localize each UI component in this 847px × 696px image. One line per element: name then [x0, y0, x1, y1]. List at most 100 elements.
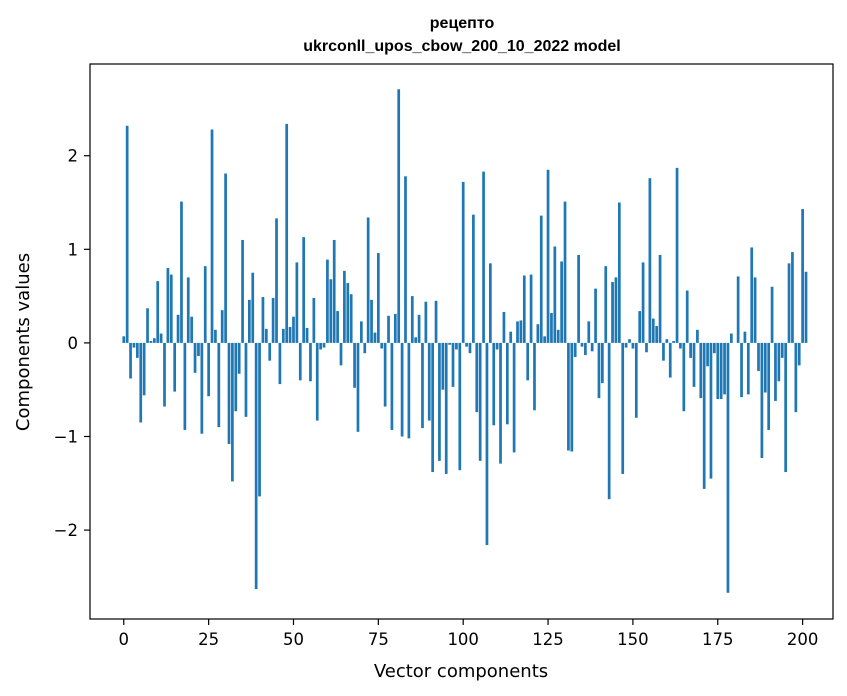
bar-component-100	[461, 181, 465, 343]
bar-component-127	[553, 246, 557, 343]
bar-component-145	[614, 277, 618, 343]
bar-component-30	[224, 173, 227, 343]
bar-component-195	[784, 342, 788, 473]
bar-component-85	[410, 296, 414, 343]
bar-component-4	[135, 342, 139, 358]
bar-component-56	[312, 297, 316, 343]
bar-component-142	[604, 266, 608, 343]
bar-component-182	[740, 342, 743, 398]
bar-component-186	[753, 277, 757, 343]
bar-component-172	[706, 342, 709, 367]
bar-component-132	[570, 342, 574, 452]
bar-component-71	[363, 342, 367, 354]
x-tick-label: 25	[198, 630, 219, 649]
bar-component-162	[672, 341, 675, 343]
bar-component-16	[176, 314, 180, 343]
bar-component-68	[353, 342, 356, 388]
bar-component-87	[417, 314, 421, 343]
bar-component-2	[129, 342, 132, 379]
bar-component-79	[390, 342, 394, 430]
bar-component-83	[404, 176, 407, 343]
bar-component-103	[472, 214, 475, 343]
bar-component-176	[719, 342, 723, 400]
bar-component-1	[125, 125, 129, 343]
y-axis-label: Components values	[13, 253, 34, 431]
bar-component-39	[254, 342, 258, 590]
bar-component-35	[241, 239, 244, 343]
bar-component-138	[590, 342, 594, 352]
bar-component-75	[376, 253, 380, 343]
bar-component-184	[746, 342, 750, 395]
bar-component-19	[186, 277, 190, 343]
bar-component-90	[427, 342, 431, 421]
bar-component-36	[244, 342, 248, 417]
bar-component-28	[217, 342, 221, 428]
bar-component-80	[393, 313, 397, 343]
bar-component-193	[777, 342, 781, 382]
plot-frame	[89, 63, 834, 620]
bar-component-120	[529, 274, 533, 343]
bar-component-8	[149, 341, 153, 343]
bar-component-102	[468, 342, 472, 354]
bar-component-160	[665, 339, 669, 343]
bar-component-196	[787, 263, 791, 343]
bar-component-134	[577, 254, 580, 343]
bar-component-199	[797, 342, 801, 366]
bar-component-24	[203, 266, 207, 343]
bar-component-140	[597, 342, 601, 399]
bar-component-121	[533, 342, 536, 411]
bar-component-11	[159, 333, 163, 343]
bar-component-129	[560, 261, 563, 343]
bar-component-21	[193, 342, 197, 373]
bar-component-34	[237, 342, 241, 374]
bar-component-5	[139, 342, 143, 423]
bar-component-54	[305, 327, 309, 343]
x-tick-label: 125	[532, 630, 564, 649]
x-tick-label: 50	[283, 630, 304, 649]
bar-component-6	[142, 342, 146, 396]
bar-component-115	[512, 342, 516, 453]
bar-component-82	[400, 342, 404, 437]
bar-component-72	[366, 217, 370, 343]
bar-component-118	[522, 275, 526, 343]
bar-component-23	[200, 342, 204, 434]
bar-component-173	[709, 342, 713, 479]
bar-component-45	[275, 218, 278, 343]
bar-component-110	[495, 342, 499, 350]
bar-component-81	[397, 89, 401, 343]
bar-component-12	[163, 342, 166, 407]
x-tick-label: 75	[368, 630, 389, 649]
bar-component-106	[482, 171, 485, 343]
bar-component-73	[370, 299, 373, 343]
bar-component-185	[750, 247, 754, 343]
bar-component-42	[264, 328, 268, 343]
bar-component-15	[173, 342, 177, 392]
bar-component-152	[638, 311, 642, 343]
bar-component-116	[516, 321, 519, 343]
chart-title-line2: ukrconll_upos_cbow_200_10_2022 model	[303, 38, 620, 55]
bar-component-149	[628, 339, 631, 343]
bar-component-58	[319, 342, 322, 350]
bar-component-200	[801, 209, 804, 343]
bar-component-57	[315, 342, 319, 421]
bar-component-66	[346, 283, 350, 343]
bars-group	[122, 89, 808, 593]
bar-component-40	[258, 342, 261, 497]
bar-component-128	[556, 329, 560, 343]
bar-component-74	[373, 332, 377, 343]
bar-component-17	[180, 201, 183, 343]
bar-component-46	[278, 342, 282, 385]
x-tick-label: 150	[617, 630, 649, 649]
bar-component-86	[414, 337, 418, 343]
bar-component-31	[227, 342, 231, 444]
bar-component-114	[509, 331, 513, 343]
bar-component-3	[132, 342, 136, 348]
bar-component-111	[499, 342, 502, 464]
bar-component-198	[794, 342, 798, 413]
bar-component-181	[736, 276, 740, 343]
bar-component-47	[281, 328, 285, 343]
bar-component-177	[723, 342, 726, 395]
bar-component-59	[322, 342, 326, 348]
bar-component-194	[780, 342, 784, 358]
bar-component-197	[791, 252, 794, 343]
